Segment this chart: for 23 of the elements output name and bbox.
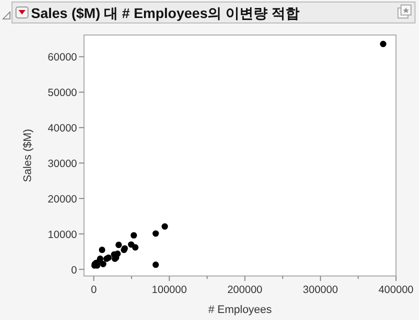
point [128, 241, 134, 248]
chart-title: Sales ($M) 대 # Employees의 이변량 적합 [31, 5, 300, 21]
point [380, 40, 386, 48]
y-tick-label: 40000 [48, 122, 78, 135]
y-tick-label: 50000 [48, 87, 78, 100]
x-axis-title: # Employees [208, 304, 272, 316]
x-tick-label: 300000 [302, 284, 338, 296]
point [152, 230, 159, 237]
x-tick-label: 400000 [378, 284, 414, 296]
x-tick-label: 100000 [152, 284, 187, 296]
y-axis-title: Sales ($M) [22, 128, 34, 182]
y-tick-label: 0 [71, 264, 78, 276]
point [162, 223, 168, 230]
y-tick-label: 60000 [48, 52, 78, 64]
point [115, 242, 122, 248]
x-tick-label: 200000 [227, 284, 263, 296]
y-tick-label: 20000 [48, 193, 78, 206]
point [98, 246, 106, 254]
point [130, 232, 137, 239]
y-tick-label: 10000 [48, 228, 78, 241]
x-tick-label: 0 [90, 284, 97, 296]
y-tick-label: 30000 [48, 158, 78, 170]
point [152, 262, 159, 268]
